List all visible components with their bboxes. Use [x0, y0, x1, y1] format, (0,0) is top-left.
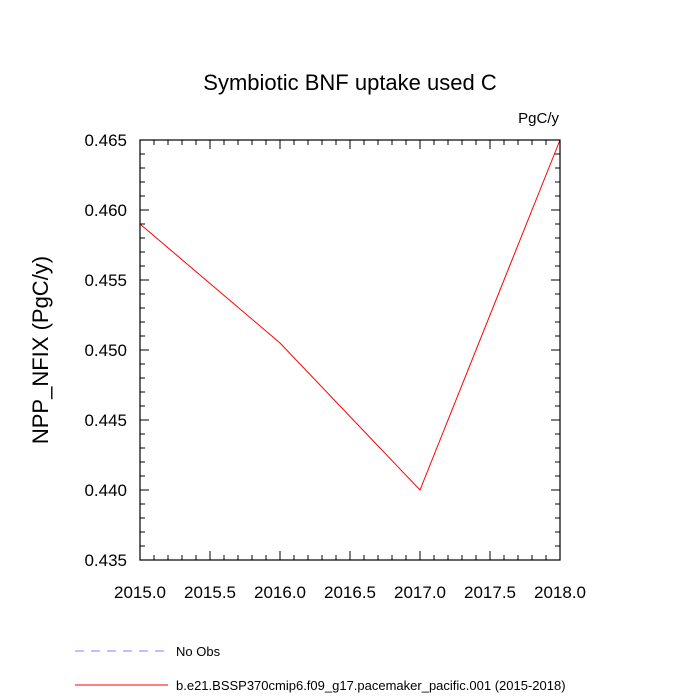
- axis-ticks: [139, 139, 561, 561]
- x-tick-label: 2017.5: [464, 583, 516, 602]
- legend-label-no-obs: No Obs: [176, 644, 221, 659]
- legend: No Obs b.e21.BSSP370cmip6.f09_g17.pacema…: [75, 644, 566, 693]
- x-tick-label: 2016.5: [324, 583, 376, 602]
- y-tick-label: 0.440: [84, 481, 127, 500]
- legend-label-model: b.e21.BSSP370cmip6.f09_g17.pacemaker_pac…: [176, 678, 566, 693]
- series-line: [139, 139, 561, 491]
- y-tick-label: 0.465: [84, 131, 127, 150]
- plot-frame: [139, 139, 561, 561]
- y-tick-label: 0.455: [84, 271, 127, 290]
- y-tick-label: 0.435: [84, 551, 127, 570]
- tick-labels: 2015.0 2015.5 2016.0 2016.5 2017.0 2017.5 2018…: [84, 131, 586, 602]
- x-tick-label: 2018.0: [534, 583, 586, 602]
- x-tick-label: 2015.5: [184, 583, 236, 602]
- x-tick-label: 2017.0: [394, 583, 446, 602]
- x-tick-label: 2015.0: [114, 583, 166, 602]
- x-tick-label: 2016.0: [254, 583, 306, 602]
- series-layer: [139, 139, 561, 491]
- units-label: PgC/y: [518, 110, 559, 127]
- y-tick-label: 0.445: [84, 411, 127, 430]
- y-axis-label: NPP_NFIX (PgC/y): [28, 256, 53, 444]
- chart-title: Symbiotic BNF uptake used C: [203, 70, 497, 95]
- y-tick-label: 0.450: [84, 341, 127, 360]
- y-tick-label: 0.460: [84, 201, 127, 220]
